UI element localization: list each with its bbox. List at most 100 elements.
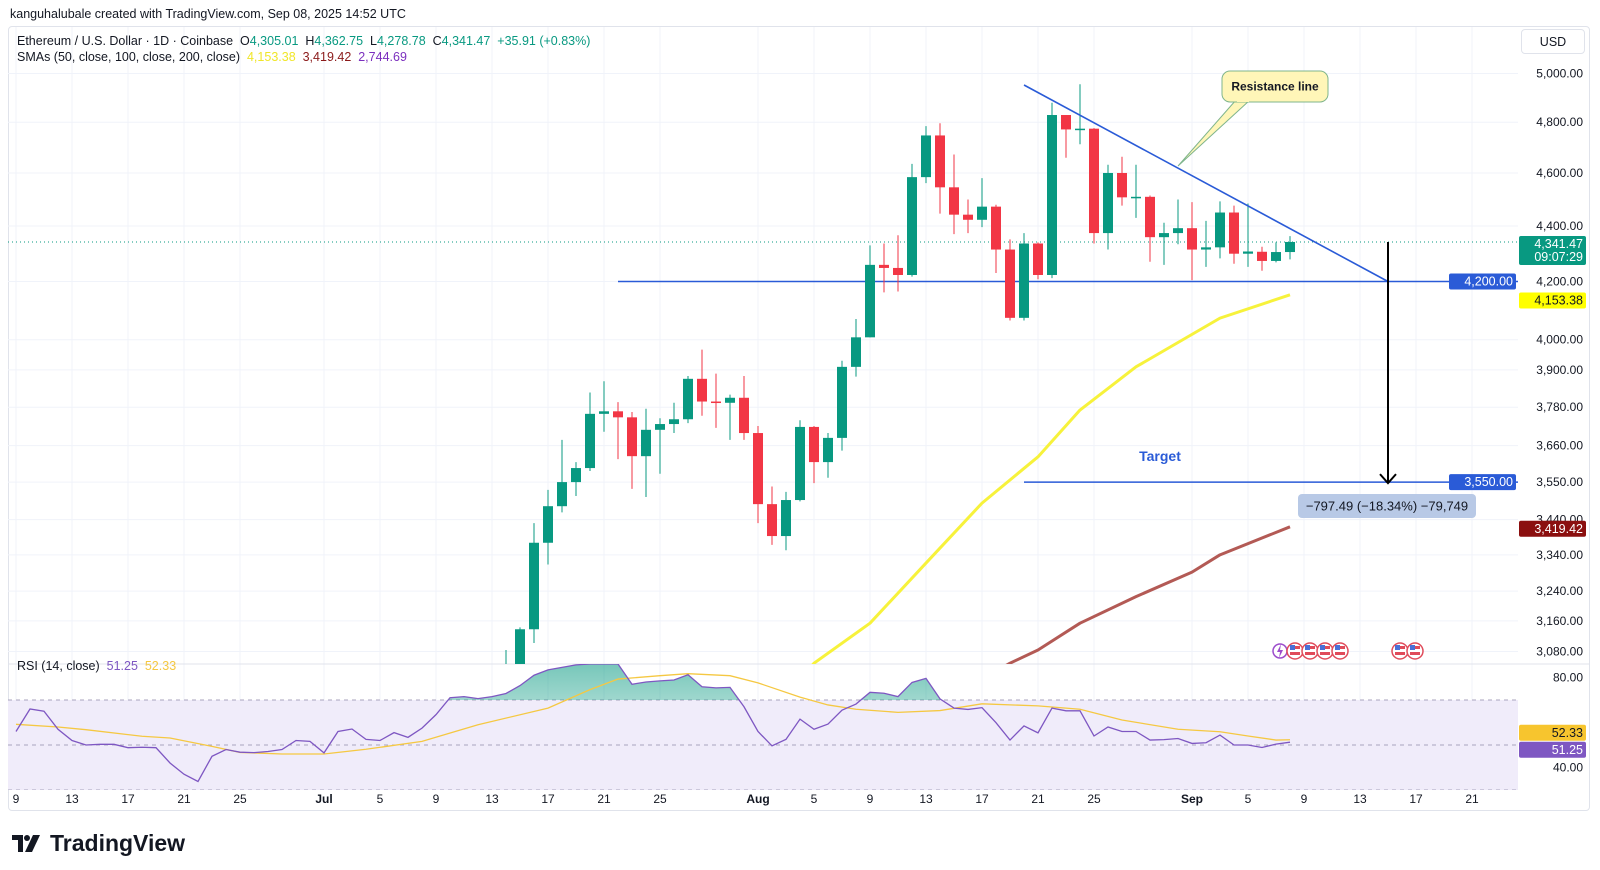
candle [1187,202,1197,281]
candle-body [1187,228,1197,250]
candle-body [585,413,595,469]
chart-frame [8,26,1590,811]
candle-body [739,397,749,434]
candle-body [1047,115,1057,275]
rsi-pane [8,664,1518,790]
us-flag-icon[interactable] [1391,642,1409,660]
time-tick-label: 5 [377,792,384,806]
candle-body [711,401,721,404]
price-tick-label: 3,080.00 [1536,645,1583,659]
candle [1173,199,1183,245]
price-axis[interactable]: 5,000.00 4,800.00 4,600.00 4,400.00 4,200.00… [1536,67,1583,775]
candle-body [767,504,777,537]
candle [725,394,735,440]
last-price-badge-bg [1519,235,1586,265]
symbol-legend: Ethereum / U.S. Dollar · 1D · Coinbase O… [17,34,590,48]
time-tick-label: 9 [433,792,440,806]
candle-body [1145,196,1155,238]
candle [1061,115,1071,158]
candle-body [921,135,931,178]
candle-body [1173,228,1183,234]
sma50-value: 4,153.38 [246,50,296,64]
candle-body [669,419,679,425]
target-price-badge-bg [1449,474,1516,491]
time-tick-label: 17 [975,792,989,806]
flag-canton [1305,645,1310,650]
low-label: L [370,34,377,48]
rsi-label[interactable]: RSI (14, close) [17,659,100,673]
time-tick-label: Jul [315,792,332,806]
candle-body [781,500,791,537]
sma50-line [811,293,1291,664]
target-price-badge: 3,550.00 [1449,474,1516,491]
sma100-badge-bg [1519,520,1586,537]
candle [809,425,819,484]
time-tick-label: 13 [919,792,933,806]
time-tick-label: 21 [1031,792,1045,806]
candle [1159,222,1169,265]
last-price-badge-text: 4,341.47 [1534,237,1583,251]
symbol-title[interactable]: Ethereum / U.S. Dollar · 1D · Coinbase [17,34,234,48]
candle [795,420,805,502]
time-tick-label: 17 [121,792,135,806]
time-axis[interactable]: 9 13 17 21 25 Jul 5 9 13 17 21 25 Aug 5 9 13 17 21 25 Sep 5 9… [13,792,1479,806]
tradingview-logo[interactable]: TradingView [12,830,185,857]
candle [1201,220,1211,267]
candle [711,373,721,428]
candle [1103,164,1113,250]
price-tick-label: 4,600.00 [1536,166,1583,180]
candle-body [529,542,539,630]
currency-button[interactable]: USD [1521,29,1585,54]
candle [1005,239,1015,321]
candle [949,154,959,235]
support-price-badge: 4,200.00 [1449,273,1516,290]
candle [837,360,847,451]
candle-body [879,264,889,268]
us-flag-icon[interactable] [1316,642,1334,660]
candle-body [1243,251,1253,254]
candle-body [1075,128,1085,131]
candle [879,243,889,293]
sma200-value: 2,744.69 [358,50,407,64]
grid [8,27,1518,790]
candle [557,439,567,513]
us-flag-icon[interactable] [1286,642,1304,660]
candle-body [935,135,945,188]
resistance-callout[interactable]: Resistance line [1177,70,1329,167]
tradingview-logo-icon [12,834,40,852]
candle-body [543,506,553,543]
rsi-ma-value: 52.33 [144,659,177,673]
candle [571,462,581,496]
candle [1271,242,1281,263]
candle-body [1285,241,1295,253]
us-flag-icon[interactable] [1331,642,1349,660]
candle-body [501,667,511,691]
flag-canton [1410,645,1415,650]
candle [935,123,945,214]
flag-stripe [1410,652,1420,655]
main-pane: Target −797.49 (−18.34%) −79,749 Resistanc… [8,70,1518,691]
candle [893,235,903,292]
candle-body [1257,251,1267,261]
logo-text: TradingView [50,830,186,856]
flag-stripe [1335,652,1345,655]
candle [613,402,623,460]
candle-body [1103,172,1113,234]
sma-label[interactable]: SMAs (50, close, 100, close, 200, close) [17,50,241,64]
support-price-badge-bg [1449,273,1516,290]
rsi-line [15,664,1291,783]
callout-tail [1177,99,1252,167]
lightning-icon[interactable] [1272,643,1288,659]
us-flag-icon[interactable] [1406,642,1424,660]
price-tick-label: 3,160.00 [1536,614,1583,628]
candle-body [865,264,875,338]
candle-body [1229,212,1239,254]
us-flag-icon[interactable] [1301,642,1319,660]
time-tick-label: 17 [1409,792,1423,806]
candle-body [515,629,525,664]
candle-body [963,214,973,220]
candle [1257,246,1267,271]
rsi-ma-badge-text: 52.33 [1552,726,1583,740]
resistance-trend-line[interactable] [1023,84,1389,283]
